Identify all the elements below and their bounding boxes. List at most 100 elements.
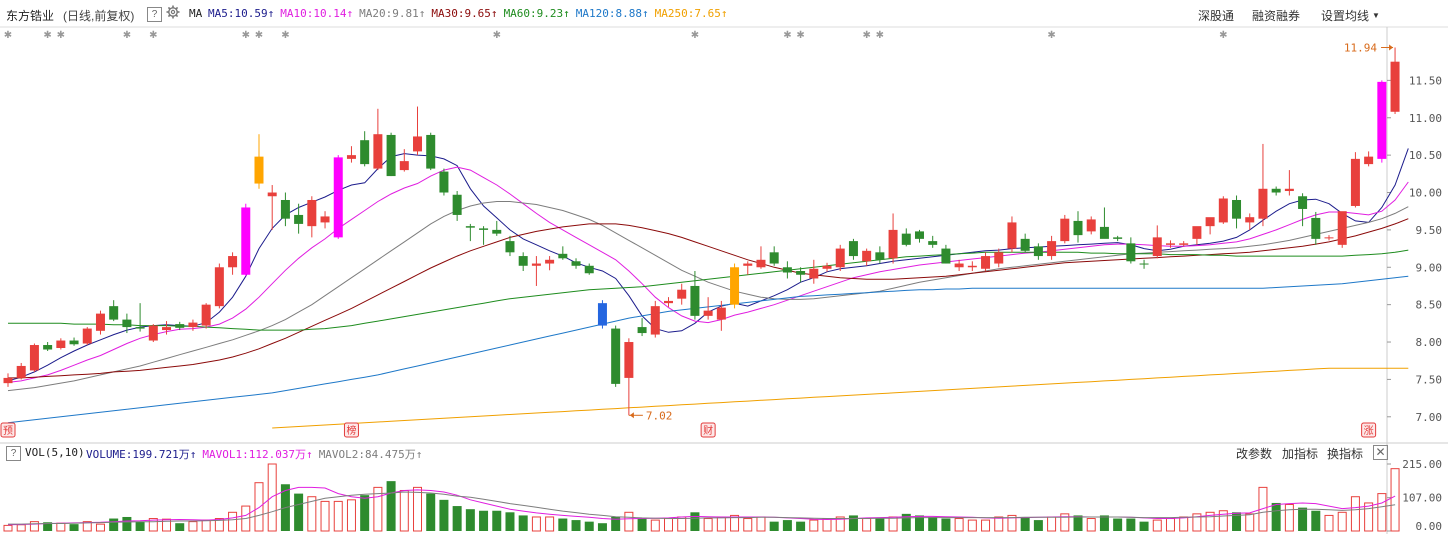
candle-body[interactable] [1152, 237, 1162, 257]
candle-body[interactable] [743, 263, 753, 266]
volume-bar[interactable] [1020, 516, 1030, 531]
candle-body[interactable] [703, 310, 713, 316]
candle-body[interactable] [928, 241, 938, 245]
info-star-icon[interactable]: ✱ [4, 30, 12, 41]
volume-bar[interactable] [835, 516, 845, 532]
volume-bar[interactable] [743, 518, 753, 532]
volume-bar[interactable] [862, 518, 872, 532]
candle-body[interactable] [505, 241, 515, 253]
info-star-icon[interactable]: ✱ [149, 30, 157, 41]
volume-bar[interactable] [254, 482, 264, 532]
volume-bar[interactable] [1205, 511, 1215, 532]
volume-bar[interactable] [584, 521, 594, 531]
volume-bar[interactable] [228, 511, 238, 532]
volume-bar[interactable] [3, 524, 13, 532]
volume-bar[interactable] [29, 521, 39, 532]
candle-body[interactable] [558, 253, 568, 259]
volume-bar[interactable] [1218, 510, 1228, 532]
volume-bar[interactable] [413, 486, 423, 532]
candle-body[interactable] [56, 340, 66, 349]
volume-bar[interactable] [650, 519, 660, 532]
info-star-icon[interactable]: ✱ [783, 30, 791, 41]
volume-bar[interactable] [148, 518, 158, 532]
candle-body[interactable] [862, 250, 872, 262]
candle-body[interactable] [1192, 226, 1202, 239]
info-star-icon[interactable]: ✱ [281, 30, 289, 41]
candle-body[interactable] [901, 233, 911, 245]
volume-bar[interactable] [1364, 502, 1374, 532]
candle-body[interactable] [1390, 61, 1400, 112]
candle-body[interactable] [452, 194, 462, 215]
candle-body[interactable] [941, 248, 951, 264]
candle-body[interactable] [716, 307, 726, 320]
volume-bar[interactable] [56, 522, 66, 532]
candle-body[interactable] [835, 248, 845, 268]
volume-bar[interactable] [1007, 514, 1017, 532]
volume-bar[interactable] [162, 518, 172, 532]
volume-bar[interactable] [981, 519, 991, 532]
volume-bar[interactable] [611, 516, 621, 531]
volume-bar[interactable] [109, 518, 119, 531]
candle-body[interactable] [1007, 222, 1017, 249]
candle-body[interactable] [228, 256, 238, 268]
info-star-icon[interactable]: ✱ [255, 30, 263, 41]
info-star-icon[interactable]: ✱ [493, 30, 501, 41]
volume-bar[interactable] [267, 463, 277, 532]
candle-body[interactable] [492, 229, 502, 234]
event-marker[interactable] [1361, 422, 1377, 438]
candle-body[interactable] [611, 328, 621, 384]
volume-bar[interactable] [531, 516, 541, 532]
candle-body[interactable] [782, 267, 792, 273]
candle-body[interactable] [95, 313, 105, 331]
candle-body[interactable] [399, 161, 409, 171]
candle-body[interactable] [241, 207, 251, 275]
candle-body[interactable] [29, 345, 39, 371]
volume-bar[interactable] [1113, 518, 1123, 531]
close-icon[interactable]: ✕ [1373, 445, 1388, 460]
candle-body[interactable] [479, 228, 489, 230]
candle-body[interactable] [518, 256, 528, 266]
candle-body[interactable] [981, 256, 991, 269]
volume-bar[interactable] [1126, 518, 1136, 531]
volume-bar[interactable] [1086, 518, 1096, 532]
volume-bar[interactable] [571, 520, 581, 531]
candle-body[interactable] [3, 377, 13, 384]
volume-bar[interactable] [914, 515, 924, 531]
candle-body[interactable] [1337, 211, 1347, 245]
candle-body[interactable] [822, 265, 832, 269]
candle-body[interactable] [677, 289, 687, 299]
volume-bar[interactable] [201, 519, 211, 532]
volume-bar[interactable] [82, 521, 92, 532]
event-marker[interactable] [0, 422, 16, 438]
candle-body[interactable] [1165, 243, 1175, 245]
volume-bar[interactable] [1245, 513, 1255, 532]
volume-bar[interactable] [1350, 496, 1360, 532]
candle-body[interactable] [373, 134, 383, 169]
help-icon[interactable]: ? [147, 7, 162, 22]
volume-bar[interactable] [1377, 493, 1387, 532]
candle-body[interactable] [1113, 237, 1123, 239]
candle-body[interactable] [637, 327, 647, 334]
edit-params-button[interactable]: 改参数 [1236, 447, 1273, 461]
candle-body[interactable] [954, 263, 964, 268]
volume-bar[interactable] [703, 518, 713, 532]
volume-bar[interactable] [505, 512, 515, 531]
volume-bar[interactable] [360, 495, 370, 531]
volume-bar[interactable] [386, 481, 396, 531]
volume-bar[interactable] [1298, 507, 1308, 531]
candle-body[interactable] [122, 319, 132, 328]
volume-bar[interactable] [624, 511, 634, 532]
candle-body[interactable] [888, 229, 898, 259]
candle-body[interactable] [360, 140, 370, 165]
candle-body[interactable] [1350, 158, 1360, 206]
candle-body[interactable] [320, 216, 330, 223]
volume-bar[interactable] [1284, 504, 1294, 532]
info-star-icon[interactable]: ✱ [691, 30, 699, 41]
candle-body[interactable] [1311, 217, 1321, 239]
volume-bar[interactable] [1390, 468, 1400, 532]
volume-bar[interactable] [95, 523, 105, 532]
volume-bar[interactable] [1152, 519, 1162, 532]
candle-body[interactable] [109, 306, 119, 320]
candle-body[interactable] [1218, 198, 1228, 223]
candle-body[interactable] [1232, 199, 1242, 219]
